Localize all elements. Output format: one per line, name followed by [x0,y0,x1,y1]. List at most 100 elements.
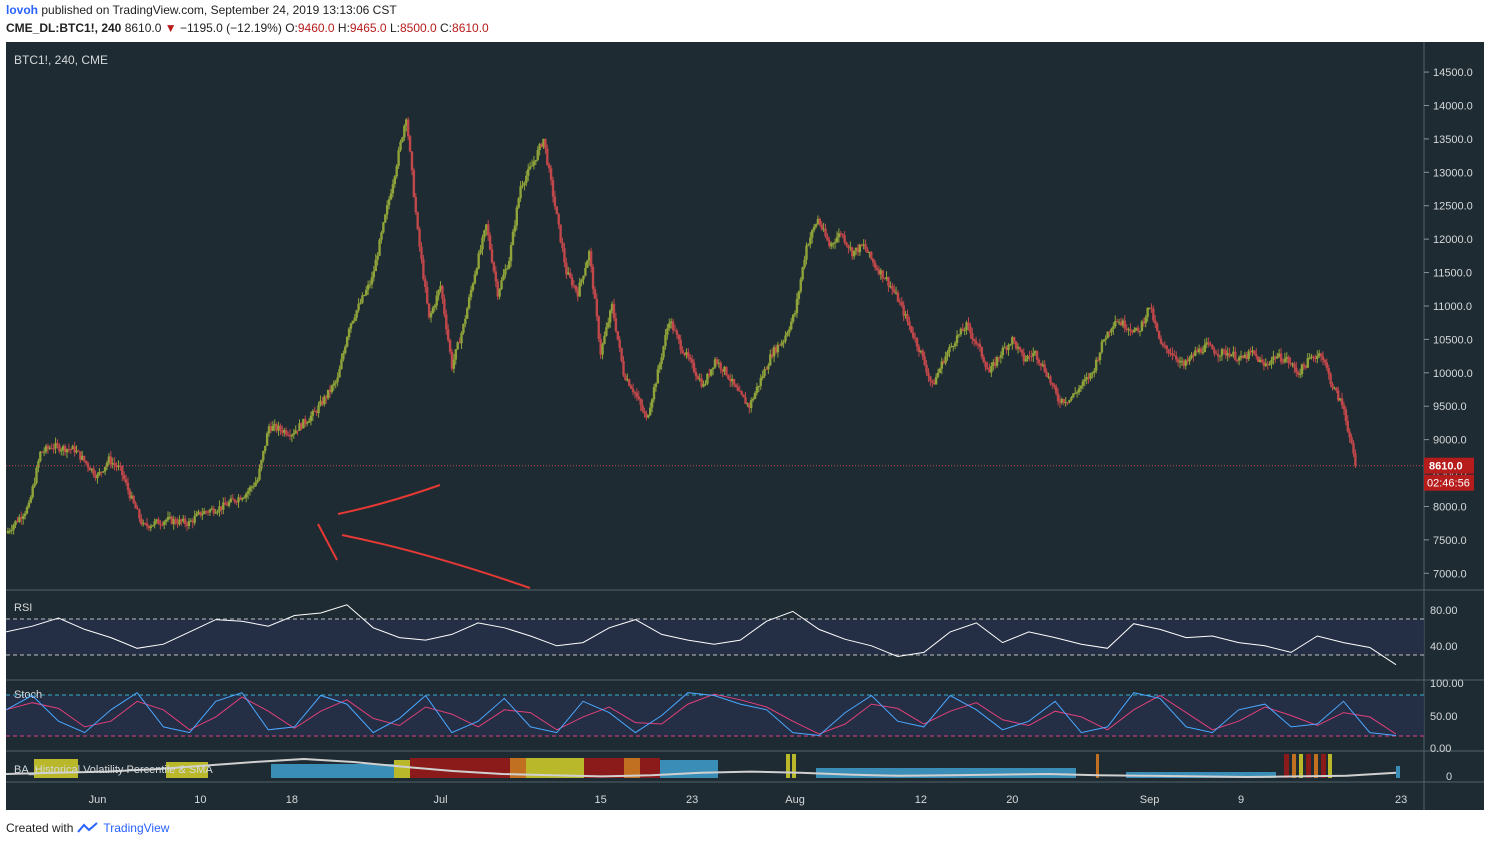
candle-body [1241,355,1245,358]
candle-body [332,383,336,386]
published-text: published on TradingView.com, September … [41,3,397,17]
candle-body [769,354,772,366]
candle-body [431,307,435,314]
candle-body [445,314,448,330]
candle-body [1295,367,1298,373]
candle-body [1203,344,1207,353]
candle-body [239,497,242,500]
candle-body [689,357,692,360]
candle-body [401,137,404,142]
candle-body [1072,393,1075,398]
candle-body [1260,359,1264,363]
candle-body [546,148,549,165]
candle-body [523,182,526,186]
candle-body [1087,377,1090,379]
candle-body [372,271,376,278]
candle-body [1102,339,1106,342]
candle-body [1096,359,1100,361]
candle-body [620,347,623,361]
candle-body [1333,387,1336,389]
candle-body [1014,341,1018,349]
candle-body [1211,345,1214,350]
candle-body [1354,453,1357,466]
hv-block [510,758,526,778]
down-arrow-icon: ▼ [164,21,177,35]
candle-body [1075,392,1079,394]
candle-body [363,294,366,296]
candle-body [111,463,114,465]
candle-body [892,289,896,293]
candle-body [29,497,32,503]
candle-body [446,329,450,341]
hv-block [1314,754,1318,778]
candle-body [180,519,183,522]
candle-body [182,518,185,522]
price-axis-label: 10500.0 [1433,334,1473,346]
candle-body [1093,370,1096,373]
candle-body [201,513,204,516]
candle-body [142,523,145,525]
candle-body [1016,347,1020,349]
candle-body [1013,337,1016,342]
candle-body [187,521,191,526]
candle-body [669,321,673,324]
candle-body [1207,342,1210,345]
candle-body [1064,402,1067,404]
candle-body [33,483,36,487]
candle-body [1051,382,1054,385]
candle-body [704,383,707,385]
candle-body [21,516,25,519]
candle-body [650,399,654,408]
candle-body [628,379,631,386]
candle-body [925,364,928,373]
author-link[interactable]: lovoh [6,3,38,17]
candle-body [622,360,625,376]
candle-body [315,411,318,414]
price-axis-label: 9500.0 [1433,401,1467,413]
brand-link[interactable]: TradingView [103,821,170,835]
candle-body [993,362,997,366]
candle-body [241,498,244,500]
candle-body [1323,360,1327,363]
candle-body [955,335,959,344]
candle-body [416,212,419,230]
candle-body [174,519,177,524]
candle-body [121,465,124,476]
candle-body [1159,338,1163,344]
candle-body [683,353,686,355]
candle-body [730,378,734,382]
candle-body [1249,351,1252,353]
candle-body [1152,308,1155,321]
candle-body [929,376,932,381]
candle-body [1045,371,1048,377]
candle-body [475,268,478,275]
candle-body [324,396,328,399]
candle-body [563,248,566,263]
time-axis-label: 12 [915,794,927,806]
candle-body [711,367,715,370]
candle-body [681,349,684,354]
candle-body [349,323,353,329]
candle-body [934,376,938,385]
candle-body [988,369,991,373]
candle-body [168,516,172,518]
candle-body [740,391,743,395]
candle-body [107,456,111,463]
trading-chart[interactable]: 14500.0 14000.0 13500.0 13000.0 12500.0 12000… [6,42,1484,810]
candle-body [685,352,688,355]
candle-body [1085,377,1088,380]
candle-body [408,136,412,152]
candle-body [1131,330,1134,333]
candle-body [44,446,48,452]
stoch-axis-tick: 50.00 [1430,711,1458,723]
candle-body [1317,353,1321,356]
candle-body [494,271,498,282]
candle-body [54,443,57,449]
candle-body [599,338,602,355]
candle-body [1243,354,1247,358]
candle-body [871,258,875,263]
candle-body [1007,344,1010,351]
candle-body [1098,352,1102,361]
candle-body [812,226,816,231]
candle-body [974,341,978,344]
